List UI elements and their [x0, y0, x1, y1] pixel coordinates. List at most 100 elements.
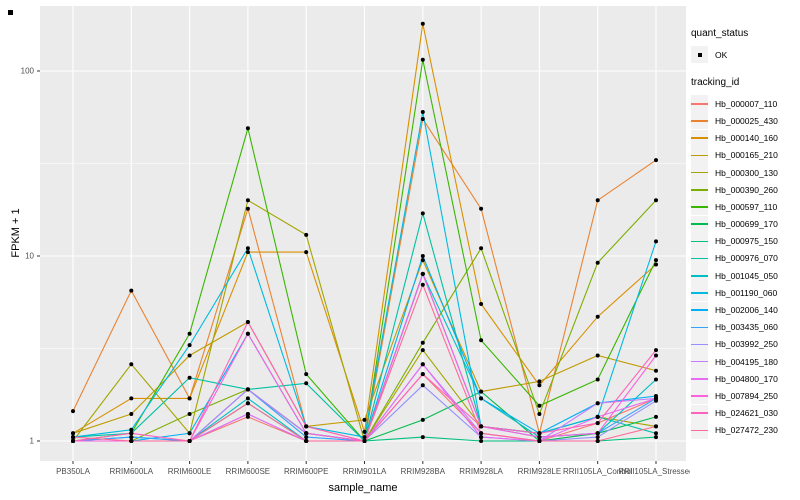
data-point — [595, 421, 600, 426]
data-point — [187, 412, 192, 416]
data-point — [362, 439, 367, 443]
data-point — [479, 246, 484, 251]
data-point — [245, 250, 250, 255]
x-tick-label: RRII105LA_Stressed — [618, 467, 690, 476]
y-tick-label: 100 — [21, 67, 35, 76]
legend-item-ok: OK — [691, 46, 799, 64]
legend-item-label: Hb_027472_230 — [715, 425, 778, 436]
legend-item-label: Hb_001190_060 — [715, 287, 778, 298]
legend-item-label: Hb_001045_050 — [715, 270, 778, 281]
data-point — [595, 439, 600, 443]
legend-item-label: Hb_000699_170 — [715, 219, 778, 230]
data-point — [129, 362, 134, 367]
line-key-icon — [691, 284, 708, 302]
legend-item-label: Hb_000976_070 — [715, 253, 778, 264]
data-point — [420, 110, 425, 114]
data-point — [420, 57, 425, 62]
data-point — [654, 158, 658, 163]
data-point — [304, 439, 309, 443]
data-point — [420, 372, 425, 377]
legend-item-Hb_003435_060: Hb_003435_060 — [691, 318, 799, 336]
data-point — [420, 282, 425, 287]
line-key-icon — [691, 146, 708, 164]
data-point — [654, 431, 658, 436]
line-key-icon — [691, 95, 708, 113]
data-point — [245, 320, 250, 324]
legend-item-label: Hb_002006_140 — [715, 305, 778, 316]
legend-item-Hb_001190_060: Hb_001190_060 — [691, 284, 799, 302]
point-key-icon — [691, 46, 708, 64]
data-point — [595, 435, 600, 440]
x-tick-label: RRII105LA_Control — [563, 467, 633, 476]
line-key-icon — [691, 421, 708, 439]
line-key-icon — [691, 301, 708, 319]
data-point — [479, 435, 484, 440]
data-point — [654, 198, 658, 203]
legend-item-Hb_000300_130: Hb_000300_130 — [691, 164, 799, 182]
stray-point — [8, 10, 13, 15]
data-point — [537, 435, 542, 440]
line-key-icon — [691, 404, 708, 422]
legend-item-Hb_000975_150: Hb_000975_150 — [691, 232, 799, 250]
legend-item-label: Hb_004195_180 — [715, 356, 778, 367]
legend-item-label: Hb_000007_110 — [715, 98, 778, 109]
legend-item-label: Hb_024621_030 — [715, 408, 778, 419]
data-point — [420, 254, 425, 258]
legend-item-Hb_003992_250: Hb_003992_250 — [691, 335, 799, 353]
data-point — [595, 353, 600, 358]
legend-item-Hb_027472_230: Hb_027472_230 — [691, 421, 799, 439]
legend-item-Hb_004195_180: Hb_004195_180 — [691, 353, 799, 371]
data-point — [654, 262, 658, 267]
x-axis-title: sample_name — [328, 482, 398, 494]
data-point — [654, 435, 658, 440]
line-key-icon — [691, 370, 708, 388]
data-point — [362, 435, 367, 440]
data-point — [187, 431, 192, 436]
x-tick-label: RRIM600PE — [284, 467, 328, 476]
legend-item-label: Hb_007894_250 — [715, 390, 778, 401]
legend-item-Hb_002006_140: Hb_002006_140 — [691, 301, 799, 319]
line-key-icon — [691, 353, 708, 371]
data-point — [362, 429, 367, 434]
line-key-icon — [691, 198, 708, 216]
data-point — [245, 412, 250, 416]
line-key-icon — [691, 215, 708, 233]
data-point — [654, 353, 658, 358]
line-key-icon — [691, 335, 708, 353]
data-point — [304, 381, 309, 386]
data-point — [654, 239, 658, 244]
data-point — [245, 246, 250, 251]
data-point — [71, 431, 75, 436]
data-point — [479, 396, 484, 401]
legend-item-Hb_024621_030: Hb_024621_030 — [691, 404, 799, 422]
x-tick-label: RRIM600LE — [168, 467, 212, 476]
line-key-icon — [691, 232, 708, 250]
data-point — [245, 126, 250, 131]
legend-item-Hb_000140_160: Hb_000140_160 — [691, 129, 799, 147]
legend-tracking-id: tracking_id Hb_000007_110 Hb_000025_430 Hb… — [691, 77, 799, 439]
x-tick-label: RRIM600LA — [110, 467, 154, 476]
data-point — [187, 353, 192, 358]
line-key-icon — [691, 249, 708, 267]
data-point — [420, 211, 425, 216]
data-point — [537, 439, 542, 443]
legend-items: Hb_000007_110 Hb_000025_430 Hb_000140_160 H… — [691, 95, 799, 439]
data-point — [420, 348, 425, 353]
x-tick-label: RRIM600SE — [226, 467, 270, 476]
data-point — [245, 401, 250, 406]
legend-item-label: Hb_000140_160 — [715, 133, 778, 144]
data-point — [654, 368, 658, 373]
data-point — [420, 383, 425, 388]
data-point — [595, 401, 600, 406]
data-point — [187, 439, 192, 443]
data-point — [129, 396, 134, 401]
data-point — [420, 340, 425, 345]
data-point — [304, 431, 309, 436]
x-tick-label: PB350LA — [56, 467, 90, 476]
legend-item-Hb_000025_430: Hb_000025_430 — [691, 112, 799, 130]
data-point — [129, 431, 134, 436]
data-point — [420, 362, 425, 367]
data-point — [595, 314, 600, 319]
data-point — [595, 198, 600, 203]
